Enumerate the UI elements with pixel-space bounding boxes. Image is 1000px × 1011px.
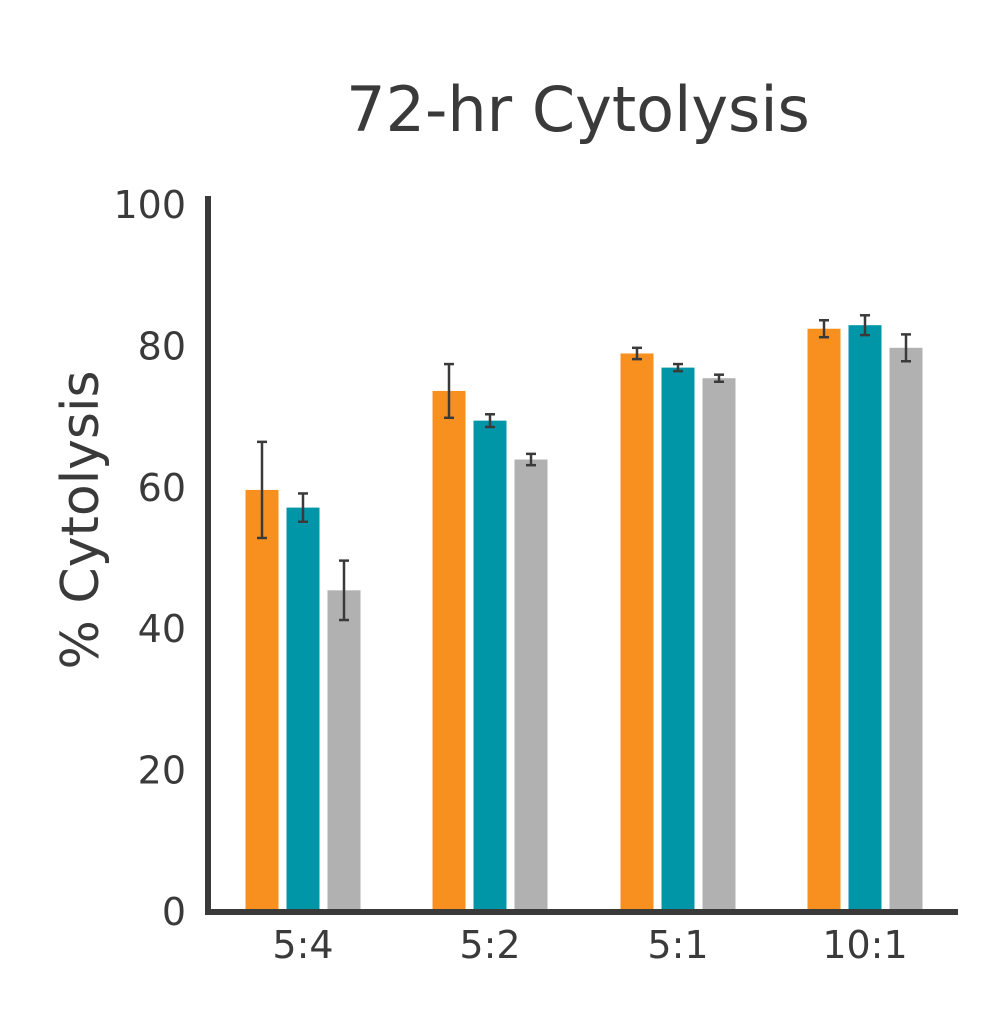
bar	[432, 390, 466, 912]
bar	[807, 328, 841, 913]
y-tick-label: 0	[162, 890, 186, 934]
error-bar	[901, 333, 911, 363]
y-tick-label: 100	[113, 183, 186, 227]
x-tick-labels: 5:4 5:2 5:1 10:1	[272, 923, 907, 967]
error-bar	[714, 373, 724, 383]
bar	[702, 378, 736, 913]
error-bar	[485, 413, 495, 429]
error-bar	[673, 362, 683, 373]
bar	[848, 325, 882, 912]
x-tick-label: 5:2	[459, 923, 520, 967]
bar	[286, 507, 320, 912]
x-tick-label: 5:1	[647, 923, 708, 967]
y-tick-label: 80	[138, 324, 186, 368]
bar	[620, 353, 654, 913]
error-bars-layer	[257, 314, 911, 622]
y-tick-label: 40	[138, 607, 186, 651]
y-tick-label: 20	[138, 749, 186, 793]
bar	[514, 459, 548, 912]
x-tick-label: 10:1	[822, 923, 907, 967]
error-bar	[526, 452, 536, 467]
x-tick-label: 5:4	[272, 923, 333, 967]
y-tick-label: 60	[138, 466, 186, 510]
y-tick-labels: 0 20 40 60 80 100	[113, 183, 186, 934]
error-bar	[632, 346, 642, 361]
bars-layer	[245, 325, 923, 913]
error-bar	[257, 440, 267, 540]
bar	[661, 367, 695, 912]
y-axis-label: % Cytolysis	[51, 370, 111, 669]
error-bar	[819, 318, 829, 339]
chart-title: 72-hr Cytolysis	[346, 73, 810, 146]
bar	[327, 590, 361, 912]
bar	[473, 420, 507, 912]
error-bar	[444, 362, 454, 420]
error-bar	[339, 559, 349, 622]
error-bar	[298, 492, 308, 523]
error-bar	[860, 314, 870, 337]
bar	[245, 489, 279, 912]
bar	[889, 347, 923, 913]
